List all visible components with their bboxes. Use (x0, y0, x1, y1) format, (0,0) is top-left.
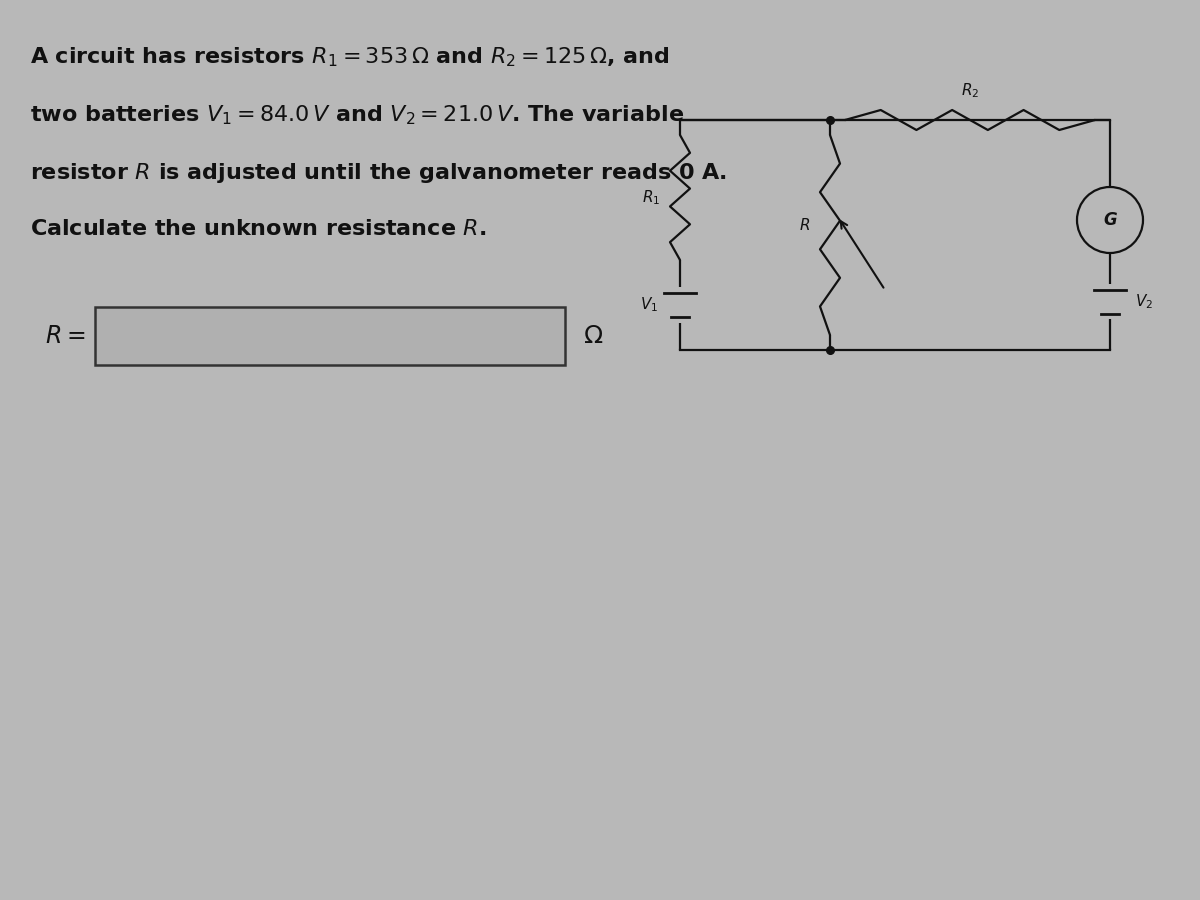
Text: $V_2$: $V_2$ (1135, 292, 1153, 310)
Text: Calculate the unknown resistance $R$.: Calculate the unknown resistance $R$. (30, 219, 486, 239)
Text: $R_2$: $R_2$ (961, 81, 979, 100)
Text: $\Omega$: $\Omega$ (583, 324, 604, 348)
Bar (95, 307, 565, 365)
Text: G: G (1103, 211, 1117, 229)
Text: resistor $R$ is adjusted until the galvanometer reads 0 A.: resistor $R$ is adjusted until the galva… (30, 161, 727, 185)
Text: $R_1$: $R_1$ (642, 188, 660, 207)
Text: $R = $: $R = $ (44, 324, 85, 348)
Text: A circuit has resistors $R_1 = 353\,\Omega$ and $R_2 = 125\,\Omega$, and: A circuit has resistors $R_1 = 353\,\Ome… (30, 45, 670, 68)
Text: $V_1$: $V_1$ (640, 295, 658, 314)
Text: two batteries $V_1 = 84.0\,V$ and $V_2 = 21.0\,V$. The variable: two batteries $V_1 = 84.0\,V$ and $V_2 =… (30, 103, 684, 127)
Text: $R$: $R$ (799, 217, 810, 233)
